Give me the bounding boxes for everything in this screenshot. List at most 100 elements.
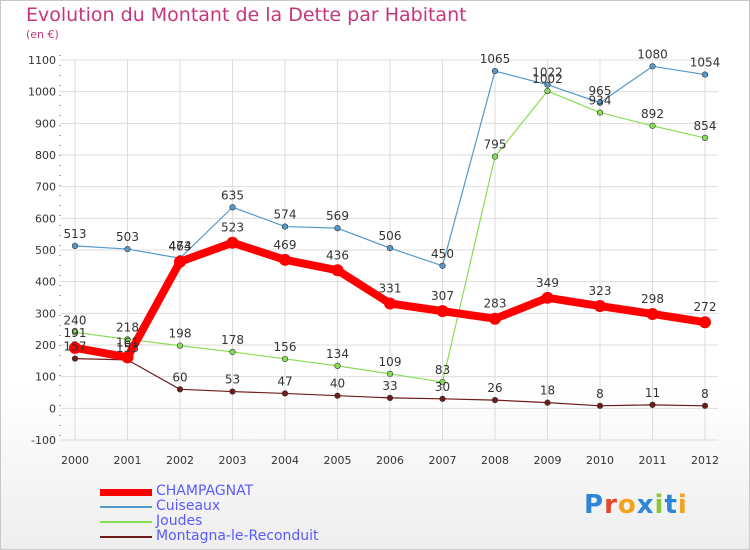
data-label: 474 <box>169 239 192 253</box>
data-label: 450 <box>431 247 454 261</box>
y-tick-label: 100 <box>35 371 56 384</box>
data-label: 83 <box>435 363 450 377</box>
data-point <box>489 312 501 325</box>
data-label: 523 <box>221 221 244 235</box>
x-tick-label: 2012 <box>691 454 719 467</box>
data-point <box>596 99 604 106</box>
data-point <box>176 342 184 349</box>
data-label: 503 <box>116 230 139 244</box>
data-point <box>594 300 606 313</box>
data-point <box>596 402 604 409</box>
data-label: 323 <box>589 284 612 298</box>
data-point <box>176 386 184 393</box>
data-label: 157 <box>64 340 87 354</box>
data-label: 198 <box>169 327 192 341</box>
data-label: 965 <box>589 84 612 98</box>
data-point <box>544 87 551 95</box>
data-label: 331 <box>379 282 402 296</box>
y-tick-label: 200 <box>35 339 56 352</box>
y-tick-label: 600 <box>35 212 56 225</box>
axes: -100 0 100 200 300 400 500 600 700 800 900 1000 1100… <box>28 54 719 467</box>
data-point <box>71 355 79 362</box>
legend-swatch-champagnat <box>100 489 152 496</box>
data-point <box>281 355 289 363</box>
y-tick-label: -100 <box>31 434 56 447</box>
data-label: 1002 <box>532 72 563 86</box>
data-label: 1022 <box>532 66 563 80</box>
data-label: 134 <box>326 347 349 361</box>
data-label: 436 <box>326 248 349 262</box>
data-point <box>701 134 709 141</box>
x-tick-label: 2007 <box>429 454 457 467</box>
data-label: 569 <box>326 209 349 223</box>
data-point <box>331 264 344 277</box>
x-tick-label: 2005 <box>324 454 352 467</box>
data-point <box>596 109 604 116</box>
x-tick-label: 2011 <box>639 454 667 467</box>
data-point <box>229 204 236 211</box>
data-point <box>646 307 659 320</box>
data-point <box>124 336 131 343</box>
data-label: 47 <box>277 374 292 388</box>
series-joudes <box>71 87 709 386</box>
y-tick-label: 0 <box>49 402 56 415</box>
data-label: 854 <box>694 119 717 133</box>
data-point <box>334 225 341 232</box>
data-label: 283 <box>484 297 507 311</box>
data-label: 60 <box>172 370 187 384</box>
chart-subtitle: (en €) <box>26 28 59 41</box>
x-tick-label: 2004 <box>271 454 299 467</box>
y-tick-label: 700 <box>35 181 56 194</box>
data-label: 298 <box>641 292 664 306</box>
x-tick-label: 2000 <box>61 454 89 467</box>
data-point <box>701 71 709 78</box>
data-label: 513 <box>64 227 87 241</box>
y-tick-label: 500 <box>35 244 56 257</box>
data-label: 161 <box>116 335 139 349</box>
data-point <box>439 395 446 402</box>
x-tick-label: 2010 <box>586 454 614 467</box>
data-point <box>649 63 656 70</box>
data-point <box>71 242 79 249</box>
data-point <box>334 362 341 370</box>
data-label: 934 <box>589 94 612 108</box>
data-label: 635 <box>221 188 244 202</box>
data-label: 33 <box>382 379 397 393</box>
legend-label-champagnat: CHAMPAGNAT <box>156 483 254 499</box>
data-point <box>491 397 499 404</box>
data-point <box>279 253 291 266</box>
data-label: 109 <box>379 355 402 369</box>
y-tick-label: 900 <box>35 117 56 130</box>
data-point <box>544 399 551 406</box>
data-label: 506 <box>379 229 402 243</box>
x-tick-label: 2006 <box>376 454 404 467</box>
y-tick-label: 1100 <box>28 54 56 67</box>
legend-label-montagna: Montagna-le-Reconduit <box>156 528 319 544</box>
data-label: 18 <box>540 384 555 398</box>
data-label: 53 <box>225 373 240 387</box>
data-point <box>386 394 394 401</box>
legend-label-cuiseaux: Cuiseaux <box>156 498 221 514</box>
data-point <box>701 402 709 409</box>
data-point <box>229 348 236 356</box>
data-point <box>121 351 134 364</box>
data-point <box>174 255 186 268</box>
x-tick-label: 2008 <box>481 454 509 467</box>
x-tick-label: 2002 <box>166 454 194 467</box>
data-point <box>124 245 131 253</box>
data-label: 11 <box>645 386 660 400</box>
data-label: 191 <box>64 326 87 340</box>
y-tick-label: 400 <box>35 276 56 289</box>
data-point <box>386 370 394 377</box>
x-tick-label: 2001 <box>114 454 142 467</box>
data-point <box>281 390 289 397</box>
data-point <box>491 153 499 160</box>
data-point <box>699 316 711 329</box>
data-label: 349 <box>536 276 559 290</box>
data-label: 40 <box>330 377 345 391</box>
data-label: 26 <box>487 381 502 395</box>
data-point <box>649 122 656 129</box>
data-point <box>71 329 79 336</box>
legend-swatch-cuiseaux <box>100 506 152 508</box>
